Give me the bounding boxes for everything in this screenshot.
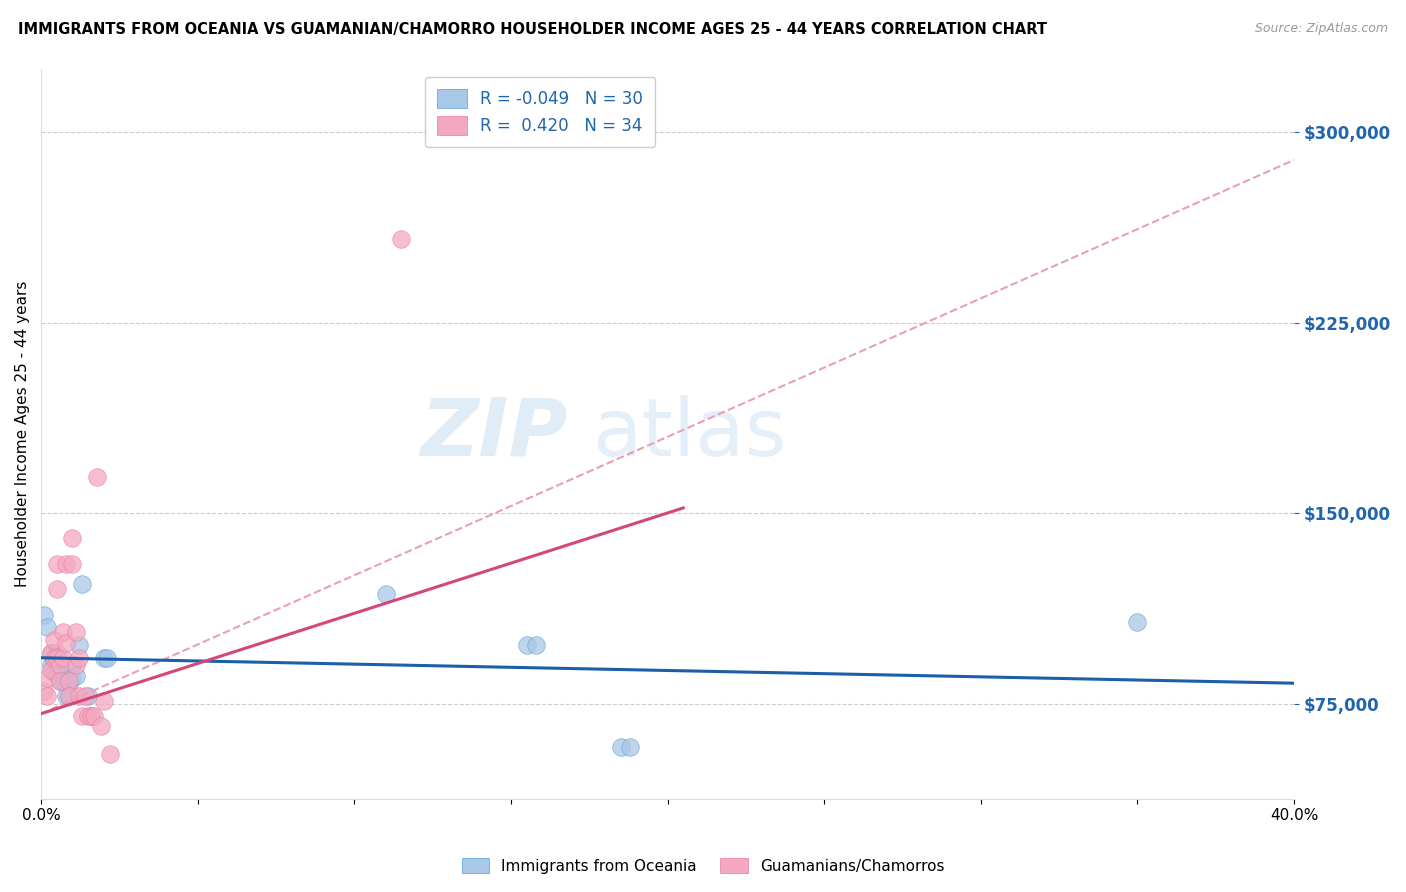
- Point: [65, 658, 87, 673]
- Point: [55, 689, 77, 703]
- Point: [32, 683, 55, 698]
- Point: [52, 625, 75, 640]
- Y-axis label: Householder Income Ages 25 - 44 years: Householder Income Ages 25 - 44 years: [15, 280, 30, 587]
- Point: [90, 719, 112, 733]
- Point: [58, 689, 80, 703]
- Point: [83, 709, 105, 723]
- Point: [39, 646, 62, 660]
- Point: [45, 666, 67, 681]
- Point: [49, 658, 72, 673]
- Point: [42, 650, 65, 665]
- Point: [39, 658, 62, 673]
- Point: [524, 638, 547, 652]
- Point: [70, 577, 93, 591]
- Point: [37, 689, 59, 703]
- Point: [62, 557, 84, 571]
- Point: [67, 689, 90, 703]
- Point: [609, 739, 631, 754]
- Point: [65, 625, 87, 640]
- Point: [80, 709, 103, 723]
- Point: [42, 633, 65, 648]
- Point: [49, 673, 72, 688]
- Text: Source: ZipAtlas.com: Source: ZipAtlas.com: [1254, 22, 1388, 36]
- Point: [32, 607, 55, 622]
- Point: [55, 557, 77, 571]
- Text: IMMIGRANTS FROM OCEANIA VS GUAMANIAN/CHAMORRO HOUSEHOLDER INCOME AGES 25 - 44 YE: IMMIGRANTS FROM OCEANIA VS GUAMANIAN/CHA…: [18, 22, 1047, 37]
- Point: [389, 232, 412, 246]
- Point: [67, 638, 90, 652]
- Point: [1126, 615, 1149, 630]
- Legend: R = -0.049   N = 30, R =  0.420   N = 34: R = -0.049 N = 30, R = 0.420 N = 34: [426, 77, 655, 147]
- Point: [58, 676, 80, 690]
- Point: [52, 650, 75, 665]
- Point: [62, 658, 84, 673]
- Point: [39, 646, 62, 660]
- Point: [73, 689, 96, 703]
- Point: [52, 673, 75, 688]
- Point: [39, 664, 62, 678]
- Point: [65, 668, 87, 682]
- Point: [49, 658, 72, 673]
- Point: [93, 650, 115, 665]
- Point: [80, 709, 103, 723]
- Point: [86, 470, 108, 484]
- Point: [62, 532, 84, 546]
- Point: [374, 587, 396, 601]
- Point: [93, 694, 115, 708]
- Point: [70, 709, 93, 723]
- Text: atlas: atlas: [592, 394, 787, 473]
- Point: [58, 689, 80, 703]
- Point: [55, 635, 77, 649]
- Point: [77, 689, 100, 703]
- Point: [62, 671, 84, 685]
- Point: [58, 673, 80, 688]
- Point: [37, 620, 59, 634]
- Point: [45, 650, 67, 665]
- Point: [42, 666, 65, 681]
- Point: [55, 676, 77, 690]
- Point: [42, 653, 65, 667]
- Point: [45, 557, 67, 571]
- Point: [96, 650, 118, 665]
- Legend: Immigrants from Oceania, Guamanians/Chamorros: Immigrants from Oceania, Guamanians/Cham…: [456, 852, 950, 880]
- Point: [37, 671, 59, 685]
- Point: [49, 673, 72, 688]
- Point: [45, 582, 67, 597]
- Point: [67, 650, 90, 665]
- Point: [98, 747, 121, 762]
- Text: ZIP: ZIP: [420, 394, 568, 473]
- Point: [516, 638, 538, 652]
- Point: [77, 709, 100, 723]
- Point: [619, 739, 641, 754]
- Point: [45, 646, 67, 660]
